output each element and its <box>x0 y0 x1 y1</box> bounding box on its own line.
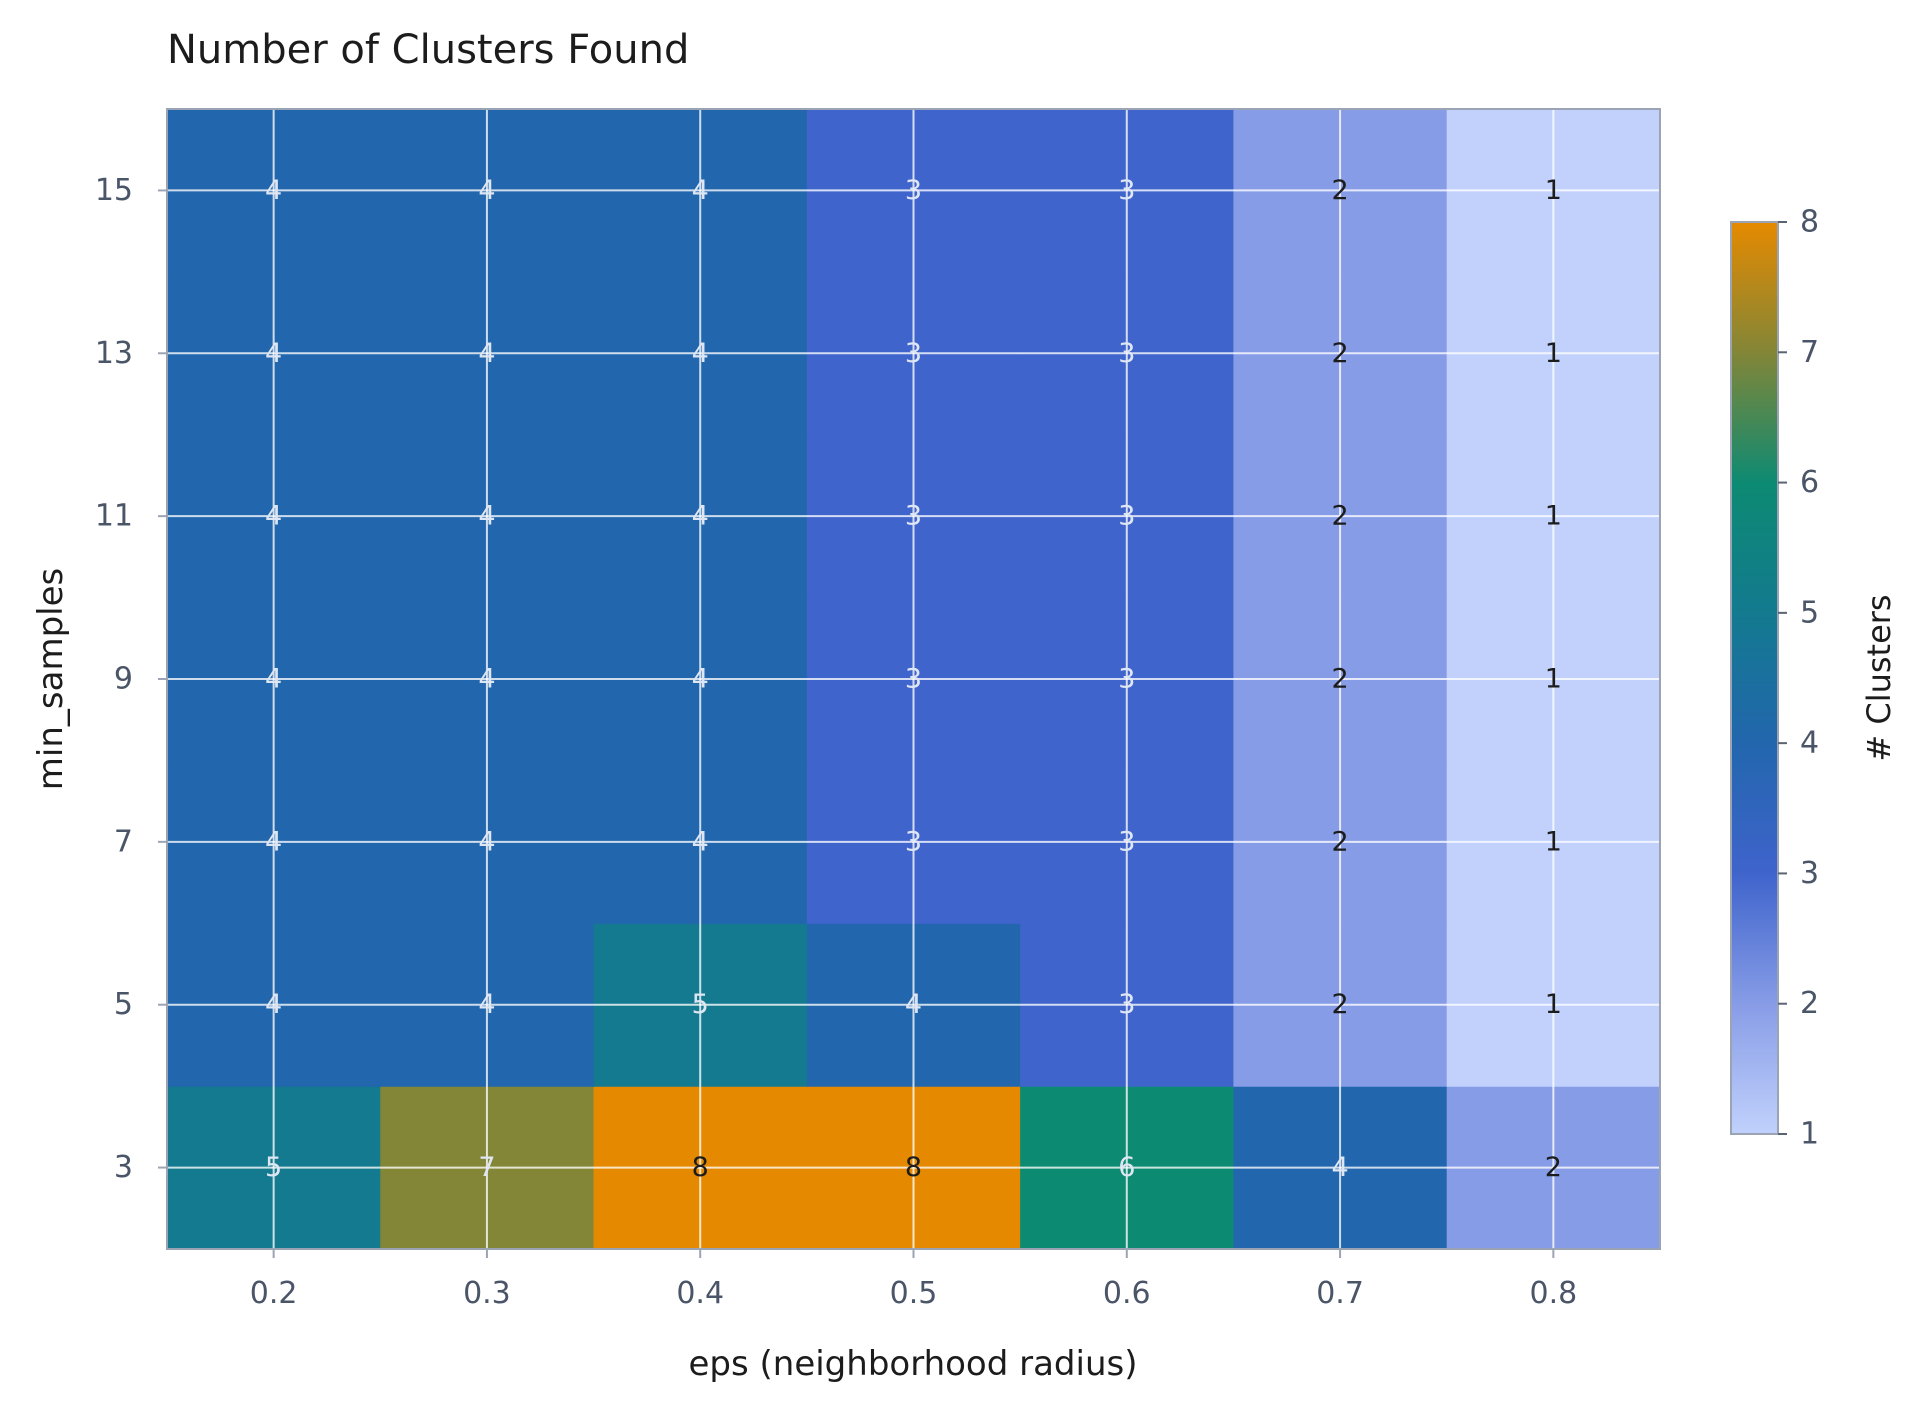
colorbar-tick-label: 6 <box>1800 465 1819 500</box>
y-tick-label: 5 <box>114 987 133 1022</box>
colorbar-tick-label: 8 <box>1800 205 1819 240</box>
cell-value-label: 4 <box>478 826 495 857</box>
y-axis: 3 5 7 9 11 13 15 <box>95 173 167 1185</box>
x-tick-label: 0.2 <box>250 1276 298 1311</box>
cell-value-label: 1 <box>1545 175 1562 206</box>
cell-value-label: 1 <box>1545 826 1562 857</box>
x-tick-label: 0.8 <box>1529 1276 1577 1311</box>
cell-value-label: 4 <box>478 664 495 695</box>
y-tick-label: 13 <box>95 336 133 371</box>
cell-value-label: 4 <box>265 826 282 857</box>
cell-value-label: 3 <box>905 826 922 857</box>
y-tick-label: 3 <box>114 1150 133 1185</box>
cell-value-label: 1 <box>1545 664 1562 695</box>
cell-value-label: 5 <box>265 1152 282 1183</box>
cell-value-label: 3 <box>1118 501 1135 532</box>
cell-value-label: 2 <box>1331 175 1348 206</box>
colorbar-label: # Clusters <box>1860 594 1898 761</box>
cell-value-label: 3 <box>1118 338 1135 369</box>
cell-value-label: 4 <box>692 338 709 369</box>
cell-labels: 5 7 8 8 6 4 2 4 4 5 4 3 2 1 4 4 4 3 3 2 1 4 4 4 3 3 2 1 4 4 4 3 3 2 1 4 4 4 3 3… <box>265 175 1562 1183</box>
cell-value-label: 3 <box>1118 664 1135 695</box>
cell-value-label: 4 <box>265 989 282 1020</box>
y-tick-label: 7 <box>114 824 133 859</box>
cell-value-label: 3 <box>905 338 922 369</box>
x-tick-label: 0.7 <box>1316 1276 1364 1311</box>
x-axis-label: eps (neighborhood radius) <box>688 1344 1137 1384</box>
cell-value-label: 3 <box>905 664 922 695</box>
x-tick-label: 0.6 <box>1103 1276 1151 1311</box>
cell-value-label: 5 <box>692 989 709 1020</box>
cell-value-label: 4 <box>1331 1152 1348 1183</box>
cell-value-label: 4 <box>478 338 495 369</box>
colorbar-tick-label: 5 <box>1800 595 1819 630</box>
cell-value-label: 4 <box>692 175 709 206</box>
cell-value-label: 2 <box>1331 664 1348 695</box>
y-tick-label: 15 <box>95 173 133 208</box>
colorbar-tick-label: 3 <box>1800 856 1819 891</box>
cell-value-label: 8 <box>692 1152 709 1183</box>
cell-value-label: 4 <box>265 338 282 369</box>
cell-value-label: 1 <box>1545 338 1562 369</box>
x-axis: 0.2 0.3 0.4 0.5 0.6 0.7 0.8 <box>250 1249 1577 1311</box>
cell-value-label: 3 <box>1118 175 1135 206</box>
x-tick-label: 0.3 <box>463 1276 511 1311</box>
y-tick-label: 9 <box>114 662 133 697</box>
colorbar-tick-label: 2 <box>1800 986 1819 1021</box>
colorbar-tick-label: 1 <box>1800 1117 1819 1152</box>
chart-title: Number of Clusters Found <box>167 27 689 73</box>
cell-value-label: 1 <box>1545 501 1562 532</box>
y-tick-label: 11 <box>95 499 133 534</box>
colorbar-tick-label: 4 <box>1800 726 1819 761</box>
cell-value-label: 2 <box>1331 501 1348 532</box>
cell-value-label: 2 <box>1331 989 1348 1020</box>
cell-value-label: 4 <box>692 826 709 857</box>
cell-value-label: 3 <box>1118 989 1135 1020</box>
cell-value-label: 1 <box>1545 989 1562 1020</box>
cell-value-label: 4 <box>478 989 495 1020</box>
grid-lines <box>167 109 1660 1249</box>
x-tick-label: 0.4 <box>676 1276 724 1311</box>
cell-value-label: 4 <box>265 664 282 695</box>
y-axis-label: min_samples <box>31 568 71 790</box>
cell-value-label: 3 <box>1118 826 1135 857</box>
cell-value-label: 2 <box>1331 826 1348 857</box>
cell-value-label: 7 <box>478 1152 495 1183</box>
cell-value-label: 2 <box>1545 1152 1562 1183</box>
cell-value-label: 4 <box>478 175 495 206</box>
cell-value-label: 4 <box>265 175 282 206</box>
cell-value-label: 8 <box>905 1152 922 1183</box>
colorbar-tick-label: 7 <box>1800 335 1819 370</box>
cell-value-label: 4 <box>905 989 922 1020</box>
colorbar-gradient <box>1730 221 1779 1135</box>
colorbar: 1 2 3 4 5 6 7 8 # Clusters <box>1730 205 1898 1152</box>
cell-value-label: 2 <box>1331 338 1348 369</box>
cell-value-label: 6 <box>1118 1152 1135 1183</box>
cell-value-label: 4 <box>265 501 282 532</box>
cell-value-label: 4 <box>692 501 709 532</box>
cell-value-label: 3 <box>905 175 922 206</box>
cell-value-label: 4 <box>692 664 709 695</box>
cell-value-label: 3 <box>905 501 922 532</box>
cell-value-label: 4 <box>478 501 495 532</box>
x-tick-label: 0.5 <box>890 1276 938 1311</box>
